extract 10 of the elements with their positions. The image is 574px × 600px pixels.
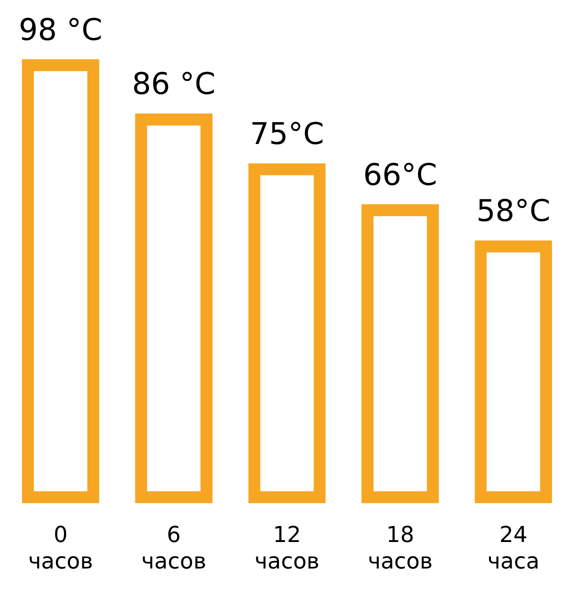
data-label: 58°C: [476, 194, 550, 230]
data-label: 75°C: [250, 117, 324, 152]
x-tick-label: 18 часов: [368, 523, 433, 575]
x-tick-label: 12 часов: [254, 523, 320, 575]
x-tick-label: 24 часа: [487, 523, 540, 575]
data-label: 98 °C: [18, 12, 102, 48]
x-tick-label: 0 часов: [28, 523, 94, 575]
data-label: 66°C: [363, 158, 438, 193]
data-label: 86 °C: [132, 67, 216, 102]
x-tick-label: 6 часов: [141, 523, 206, 575]
